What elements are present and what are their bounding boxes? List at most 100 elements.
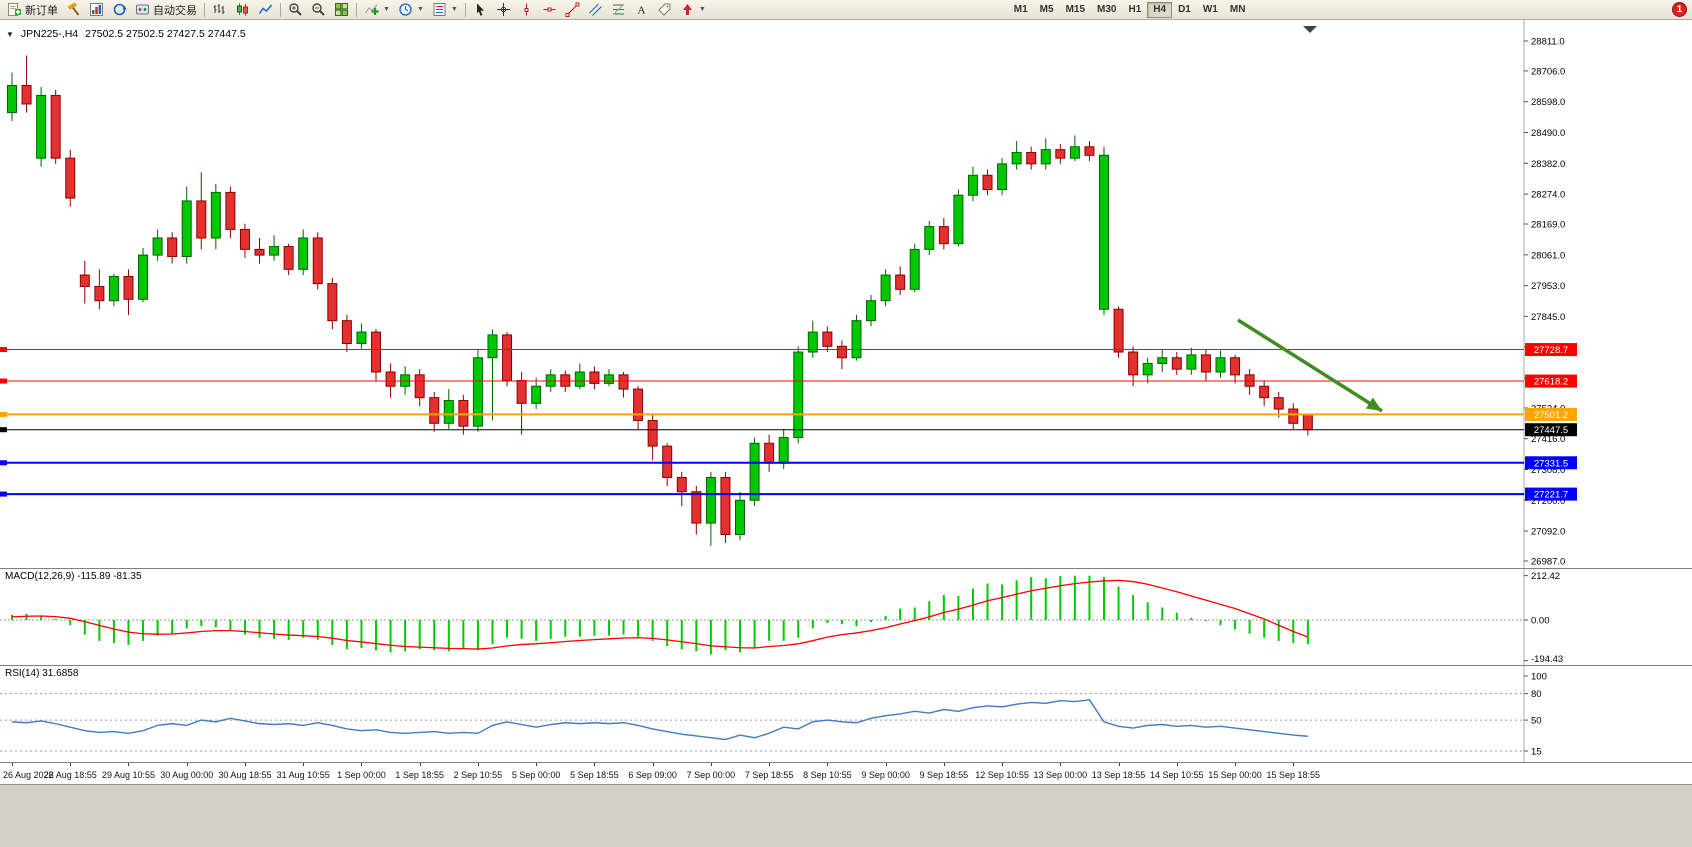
new-order-label: 新订单 [25, 4, 58, 17]
svg-text:212.42: 212.42 [1531, 571, 1560, 582]
timeframe-button-m5[interactable]: M5 [1034, 2, 1060, 18]
refresh-quotes-button[interactable] [108, 1, 131, 18]
macd-pane: 212.42 0.00 -194.43 MACD(12,26,9) -115.89 … [0, 568, 1692, 665]
svg-text:15: 15 [1531, 746, 1542, 757]
support-line-orange-price-badge: 27501.2 [1525, 407, 1577, 421]
timeframe-toolbar: M1 M5 M15 M30 H1 H4 D1 W1 MN [1008, 1, 1252, 18]
timeframe-button-mn[interactable]: MN [1224, 2, 1252, 18]
svg-text:27447.5: 27447.5 [1534, 425, 1568, 436]
svg-text:-194.43: -194.43 [1531, 654, 1563, 665]
price-chart-canvas[interactable]: 28811.0 28706.0 28598.0 28490.0 28382.0 28274… [0, 20, 1692, 568]
rsi-indicator-canvas[interactable]: 100 80 50 15 [0, 666, 1692, 762]
time-axis-tick [769, 763, 771, 766]
time-axis-label: 26 Aug 18:55 [43, 770, 97, 780]
svg-text:28706.0: 28706.0 [1531, 66, 1565, 77]
time-axis-label: 29 Aug 10:55 [101, 770, 155, 780]
time-axis-label: 5 Sep 00:00 [511, 770, 561, 780]
chart-ohlc-values: 27502.5 27502.5 27427.5 27447.5 [85, 28, 246, 40]
templates-button[interactable]: ▼ [428, 1, 462, 18]
new-order-icon [8, 3, 21, 16]
main-toolbar: 新订单 [0, 0, 1692, 20]
timeframe-button-d1[interactable]: D1 [1172, 2, 1197, 18]
bid-price-line-price-badge: 27447.5 [1525, 423, 1577, 437]
svg-text:27618.2: 27618.2 [1534, 377, 1568, 388]
periods-button[interactable]: ▼ [394, 1, 428, 18]
svg-text:28274.0: 28274.0 [1531, 190, 1565, 201]
toolbar-separator [464, 2, 466, 17]
time-axis-label: 15 Sep 00:00 [1208, 770, 1262, 780]
chevron-down-icon: ▼ [383, 6, 390, 13]
price-pane: 28811.0 28706.0 28598.0 28490.0 28382.0 28274… [0, 20, 1692, 568]
time-axis-tick [536, 763, 538, 766]
time-axis-label: 7 Sep 00:00 [686, 770, 736, 780]
auto-trading-button[interactable]: 自动交易 [131, 1, 201, 18]
time-axis-tick [70, 763, 72, 766]
time-axis[interactable]: 26 Aug 2022 26 Aug 18:55 29 Aug 10:55 30 Au… [0, 762, 1692, 784]
timeframe-button-w1[interactable]: W1 [1197, 2, 1224, 18]
time-axis-tick [885, 763, 887, 766]
time-axis-label: 13 Sep 00:00 [1033, 770, 1088, 780]
hammer-tool-button[interactable] [62, 1, 85, 18]
timeframe-button-h1[interactable]: H1 [1122, 2, 1147, 18]
time-axis-label: 7 Sep 18:55 [744, 770, 794, 780]
time-axis-label: 14 Sep 10:55 [1150, 770, 1204, 780]
trendline-tool-button[interactable] [561, 1, 584, 18]
timeframe-button-m1[interactable]: M1 [1008, 2, 1034, 18]
collapse-ohlc-icon[interactable]: ▼ [6, 29, 14, 39]
timeframe-button-m30[interactable]: M30 [1091, 2, 1122, 18]
crosshair-tool-button[interactable] [492, 1, 515, 18]
tile-windows-button[interactable] [330, 1, 353, 18]
time-axis-label: 9 Sep 18:55 [919, 770, 969, 780]
time-axis-tick [1060, 763, 1062, 766]
text-tool-button[interactable]: A [630, 1, 653, 18]
chart-title: ▼ JPN225-,H4 27502.5 27502.5 27427.5 274… [6, 28, 246, 40]
bar-chart-mode-button[interactable] [208, 1, 231, 18]
chart-shift-marker-icon[interactable] [1303, 26, 1317, 33]
rsi-label: RSI(14) 31.6858 [5, 668, 79, 679]
svg-text:27092.0: 27092.0 [1531, 527, 1565, 538]
cursor-tool-button[interactable] [469, 1, 492, 18]
text-tool-icon: A [637, 5, 645, 17]
channel-tool-button[interactable] [584, 1, 607, 18]
zoom-out-icon [312, 3, 325, 16]
time-axis-tick [1118, 763, 1120, 766]
time-axis-tick [1176, 763, 1178, 766]
horizontal-line-tool-button[interactable] [538, 1, 561, 18]
macd-label: MACD(12,26,9) -115.89 -81.35 [5, 571, 142, 582]
new-order-button[interactable]: 新订单 [3, 1, 62, 18]
line-chart-icon [258, 4, 273, 14]
svg-text:80: 80 [1531, 689, 1542, 700]
fibonacci-tool-button[interactable] [607, 1, 630, 18]
svg-text:27416.0: 27416.0 [1531, 434, 1565, 445]
label-tool-button[interactable] [653, 1, 676, 18]
notification-badge[interactable]: 1 [1672, 2, 1687, 17]
svg-text:28811.0: 28811.0 [1531, 36, 1565, 47]
text-label-icon [658, 3, 671, 16]
time-axis-tick [1002, 763, 1004, 766]
bar-chart-icon [213, 4, 225, 14]
svg-text:0.00: 0.00 [1531, 616, 1550, 627]
macd-indicator-canvas[interactable]: 212.42 0.00 -194.43 [0, 569, 1692, 665]
time-axis-label: 2 Sep 10:55 [453, 770, 503, 780]
charts-window-button[interactable] [85, 1, 108, 18]
time-axis-tick [827, 763, 829, 766]
chevron-down-icon: ▼ [450, 6, 458, 13]
arrows-tool-button[interactable]: ▼ [676, 1, 710, 18]
zoom-out-button[interactable] [307, 1, 330, 18]
indicators-button[interactable]: ▼ [360, 1, 394, 18]
time-axis-label: 31 Aug 10:55 [276, 770, 330, 780]
trend-arrow-annotation[interactable] [1237, 318, 1383, 413]
time-axis-tick [652, 763, 654, 766]
candlestick-mode-button[interactable] [231, 1, 254, 18]
time-axis-label: 1 Sep 00:00 [337, 770, 386, 780]
time-axis-label: 26 Aug 2022 [3, 770, 54, 780]
line-chart-mode-button[interactable] [254, 1, 277, 18]
zoom-in-button[interactable] [284, 1, 307, 18]
vertical-line-tool-button[interactable] [515, 1, 538, 18]
cursor-icon [476, 3, 484, 16]
support-line-blue-1-price-badge: 27331.5 [1525, 456, 1577, 470]
timeframe-button-h4[interactable]: H4 [1147, 1, 1173, 18]
candlestick-chart-icon [237, 3, 248, 16]
timeframe-button-m15[interactable]: M15 [1060, 2, 1091, 18]
